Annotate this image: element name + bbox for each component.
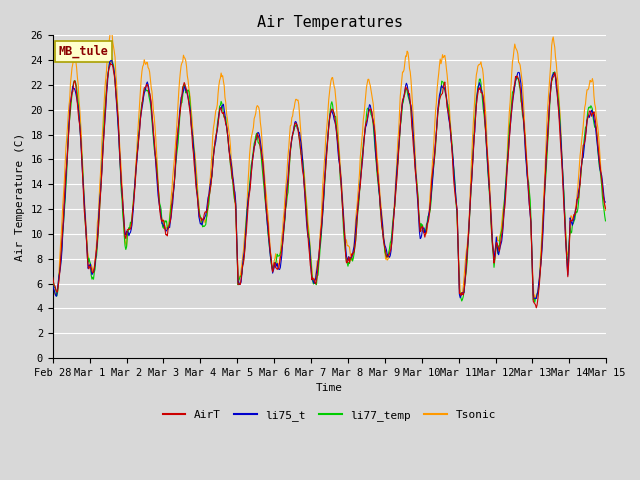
Title: Air Temperatures: Air Temperatures: [257, 15, 403, 30]
Y-axis label: Air Temperature (C): Air Temperature (C): [15, 132, 25, 261]
Text: MB_tule: MB_tule: [58, 45, 108, 59]
X-axis label: Time: Time: [316, 383, 343, 393]
Legend: AirT, li75_t, li77_temp, Tsonic: AirT, li75_t, li77_temp, Tsonic: [159, 406, 500, 425]
